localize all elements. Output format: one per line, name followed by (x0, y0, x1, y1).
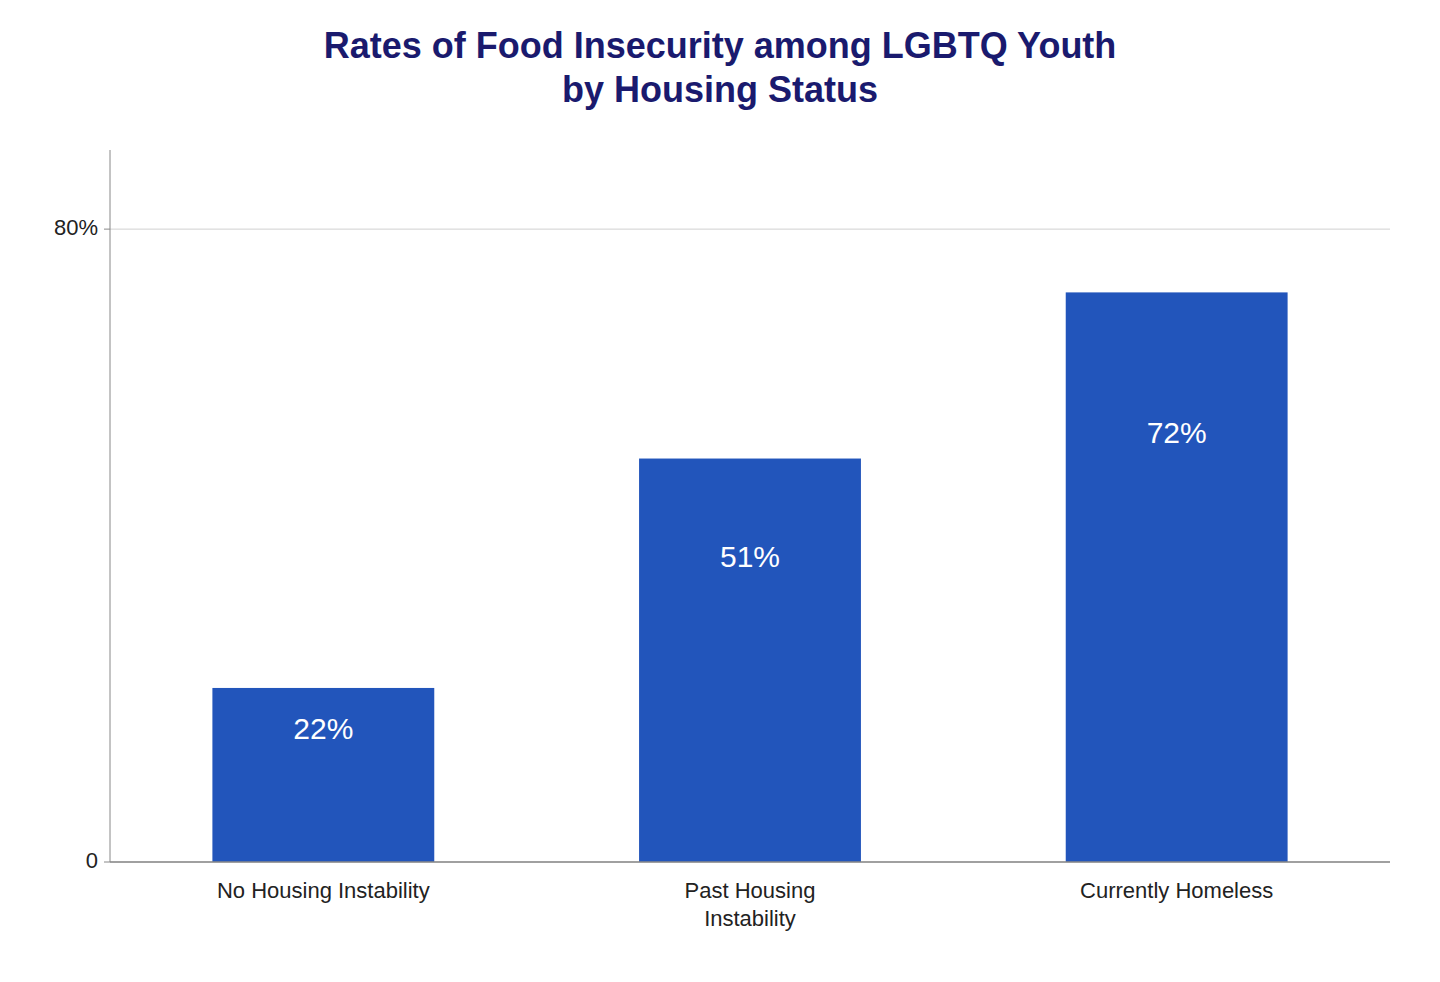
data-label: 51% (720, 540, 780, 573)
bars (212, 292, 1287, 862)
title: Rates of Food Insecurity among LGBTQ You… (324, 25, 1117, 110)
background (0, 0, 1440, 982)
bar (212, 688, 434, 862)
bar (1066, 292, 1288, 862)
chart-svg: Rates of Food Insecurity among LGBTQ You… (0, 0, 1440, 982)
y-tick (104, 862, 110, 863)
y-ticks: 0 80% (54, 215, 110, 873)
grid-line (110, 862, 1390, 863)
data-label: 22% (293, 712, 353, 745)
x-ticks: No Housing Instability Past HousingInstab… (217, 878, 1273, 931)
chart-container: Rates of Food Insecurity among LGBTQ You… (0, 0, 1440, 982)
data-label: 72% (1147, 416, 1207, 449)
y-tick-label: 80% (54, 215, 98, 240)
x-tick-label: No Housing Instability (217, 878, 430, 903)
x-tick-label: Past HousingInstability (685, 878, 816, 931)
grid (110, 229, 1390, 862)
bar (639, 459, 861, 862)
grid-line (110, 229, 1390, 230)
y-axis-line (110, 150, 111, 862)
y-tick-label: 0 (86, 848, 98, 873)
data-labels: 22% 51% 72% (293, 416, 1206, 746)
y-tick (104, 229, 110, 230)
x-tick-label: Currently Homeless (1080, 878, 1273, 903)
x-axis-line (110, 861, 1390, 863)
